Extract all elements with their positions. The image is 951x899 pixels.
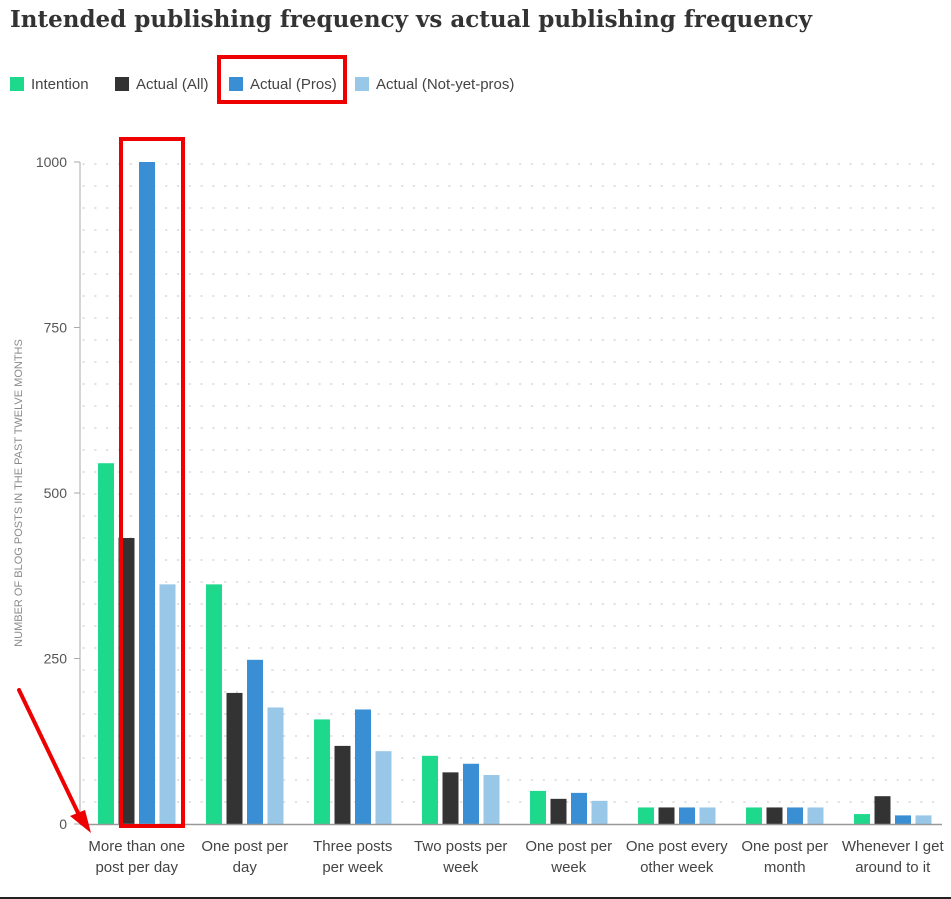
bar-actual-pros-one-post-every-other-week	[679, 807, 695, 824]
legend-item-actual-not-yet-pros[interactable]: Actual (Not-yet-pros)	[355, 74, 514, 94]
bars	[98, 162, 932, 824]
bar-intention-three-posts-per-week	[314, 719, 330, 824]
x-tick-label: More than one post per day	[88, 838, 185, 876]
x-tick-label: Three posts per week	[313, 838, 392, 876]
y-tick-label: 500	[44, 485, 68, 501]
y-tick-label: 1000	[36, 154, 67, 170]
legend-item-actual-pros[interactable]: Actual (Pros)	[229, 74, 337, 94]
bar-actual-pros-one-post-per-week	[571, 792, 587, 824]
bar-actual-not-yet-pros-one-post-per-day	[267, 707, 284, 824]
bar-actual-all-one-post-every-other-week	[658, 807, 675, 824]
highlight-box-legend	[217, 55, 347, 104]
legend-swatch-intention	[10, 77, 24, 91]
bar-actual-all-two-posts-per-week	[442, 772, 459, 824]
legend-swatch-actual-pros	[229, 77, 243, 91]
bar-actual-pros-one-post-per-month	[787, 807, 803, 824]
legend-label-actual-pros: Actual (Pros)	[250, 75, 337, 93]
bar-intention-one-post-per-month	[746, 807, 762, 824]
legend-label-intention: Intention	[31, 75, 89, 93]
x-tick-label: One post per week	[525, 838, 612, 876]
bar-intention-one-post-every-other-week	[638, 807, 654, 824]
bar-actual-not-yet-pros-one-post-every-other-week	[699, 807, 716, 824]
y-tick-label: 750	[44, 320, 68, 336]
arrow-line	[17, 688, 82, 819]
x-tick-label: One post per month	[741, 838, 828, 876]
y-axis-title: NUMBER OF BLOG POSTS IN THE PAST TWELVE …	[13, 339, 25, 647]
x-tick-label: Two posts per week	[414, 838, 507, 876]
bar-intention-one-post-per-week	[530, 790, 546, 824]
y-tick-label: 0	[59, 816, 67, 832]
legend-item-intention[interactable]: Intention	[10, 74, 89, 94]
bottom-border	[0, 897, 951, 899]
highlight-box-category	[119, 137, 185, 828]
bar-intention-two-posts-per-week	[422, 755, 438, 824]
x-tick-label: One post per day	[201, 838, 288, 876]
y-tick-label: 250	[44, 651, 68, 667]
bar-actual-pros-two-posts-per-week	[463, 763, 479, 824]
x-tick-label: Whenever I get around to it	[842, 838, 945, 876]
x-tick-label: One post every other week	[626, 838, 728, 876]
bar-actual-not-yet-pros-two-posts-per-week	[483, 775, 500, 824]
legend-swatch-actual-not-yet-pros	[355, 77, 369, 91]
annotations	[17, 55, 347, 833]
bar-intention-more-than-one-post-per-day	[98, 463, 114, 824]
legend-swatch-actual-all	[115, 77, 129, 91]
bar-actual-not-yet-pros-more-than-one-post-per-day	[159, 584, 176, 824]
bar-actual-pros-whenever-i-get-around-to-it	[895, 815, 911, 824]
chart-title: Intended publishing frequency vs actual …	[10, 6, 813, 33]
bar-actual-pros-three-posts-per-week	[355, 709, 371, 824]
bar-actual-all-one-post-per-day	[226, 692, 243, 824]
bar-actual-all-three-posts-per-week	[334, 745, 351, 824]
bar-intention-whenever-i-get-around-to-it	[854, 814, 870, 824]
bar-actual-all-one-post-per-week	[550, 798, 567, 824]
bar-actual-all-one-post-per-month	[766, 807, 783, 824]
bar-actual-pros-one-post-per-day	[247, 659, 263, 824]
bar-actual-not-yet-pros-three-posts-per-week	[375, 751, 392, 824]
legend-label-actual-not-yet-pros: Actual (Not-yet-pros)	[376, 75, 515, 93]
bar-actual-pros-more-than-one-post-per-day	[139, 162, 155, 824]
arrow-head-icon	[70, 810, 91, 833]
axes: 0 250 500 750 1000 NUMBER OF BLOG POSTS IN TH…	[13, 154, 944, 876]
bar-actual-not-yet-pros-one-post-per-week	[591, 800, 608, 824]
bar-actual-not-yet-pros-one-post-per-month	[807, 807, 824, 824]
bar-intention-one-post-per-day	[206, 584, 222, 824]
bar-actual-not-yet-pros-whenever-i-get-around-to-it	[915, 815, 932, 824]
legend-item-actual-all[interactable]: Actual (All)	[115, 74, 209, 94]
grid	[82, 163, 943, 803]
legend-label-actual-all: Actual (All)	[136, 75, 209, 93]
bar-actual-all-whenever-i-get-around-to-it	[874, 796, 891, 824]
